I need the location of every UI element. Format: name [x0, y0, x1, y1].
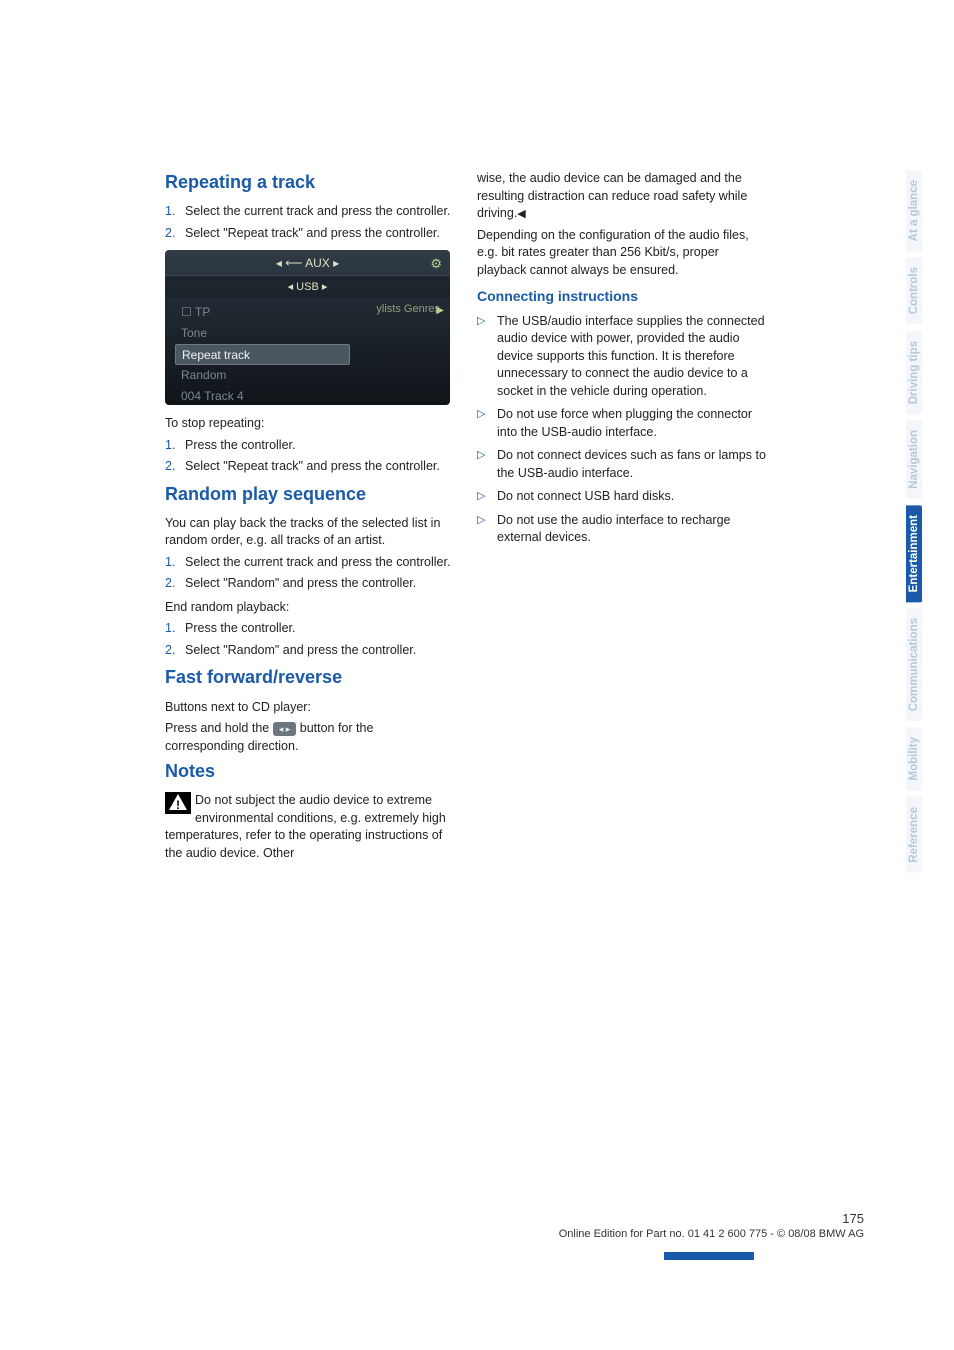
- screenshot-subbar: ◂ USB ▸: [165, 276, 450, 298]
- repeat-steps: 1.Select the current track and press the…: [165, 203, 455, 242]
- list-text: Select "Random" and press the controller…: [185, 642, 455, 660]
- list-num: 2.: [165, 225, 185, 243]
- bullet-text: Do not connect devices such as fans or l…: [497, 447, 767, 482]
- random-end-steps: 1.Press the controller. 2.Select "Random…: [165, 620, 455, 659]
- list-item: Random: [175, 365, 450, 386]
- page-number: 175: [165, 1211, 864, 1226]
- random-steps: 1.Select the current track and press the…: [165, 554, 455, 593]
- random-intro: You can play back the tracks of the sele…: [165, 515, 455, 550]
- random-end-label: End random playback:: [165, 599, 455, 617]
- triangle-icon: ▷: [477, 313, 497, 401]
- list-text: Select "Repeat track" and press the cont…: [185, 225, 455, 243]
- tab-at-a-glance[interactable]: At a glance: [906, 170, 922, 251]
- fast-line2: Press and hold the ◂ ▸ button for the co…: [165, 720, 455, 755]
- fast-line1: Buttons next to CD player:: [165, 699, 455, 717]
- notes-body: Do not subject the audio device to extre…: [165, 792, 455, 862]
- tab-entertainment[interactable]: Entertainment: [906, 505, 922, 602]
- config-note: Depending on the configuration of the au…: [477, 227, 767, 280]
- tab-reference[interactable]: Reference: [906, 797, 922, 873]
- bullet-text: Do not use the audio interface to rechar…: [497, 512, 767, 547]
- heading-connecting: Connecting instructions: [477, 287, 767, 307]
- page-footer: 175 Online Edition for Part no. 01 41 2 …: [165, 1211, 864, 1240]
- list-text: Select "Repeat track" and press the cont…: [185, 458, 455, 476]
- triangle-icon: ▷: [477, 512, 497, 547]
- list-num: 1.: [165, 620, 185, 638]
- screenshot-topbar: ◂ ⟵ AUX ▸: [165, 250, 450, 276]
- end-mark-icon: ◀: [517, 208, 525, 220]
- notes-continued: wise, the audio device can be damaged an…: [477, 170, 767, 223]
- stop-repeating-label: To stop repeating:: [165, 415, 455, 433]
- list-num: 1.: [165, 554, 185, 572]
- list-num: 2.: [165, 642, 185, 660]
- list-text: Press the controller.: [185, 620, 455, 638]
- tab-mobility[interactable]: Mobility: [906, 727, 922, 790]
- list-num: 1.: [165, 203, 185, 221]
- list-text: Select the current track and press the c…: [185, 554, 455, 572]
- idrive-screenshot: ⚙ ◂ ⟵ AUX ▸ ◂ USB ▸ ylists Genres ▶ ☐ TP…: [165, 250, 450, 405]
- warning-icon: [165, 792, 191, 814]
- tab-communications[interactable]: Communications: [906, 608, 922, 721]
- tab-driving-tips[interactable]: Driving tips: [906, 331, 922, 414]
- heading-random: Random play sequence: [165, 482, 455, 507]
- heading-repeating: Repeating a track: [165, 170, 455, 195]
- bullet-text: Do not connect USB hard disks.: [497, 488, 767, 506]
- gear-icon: ⚙: [430, 255, 442, 273]
- list-num: 2.: [165, 458, 185, 476]
- play-icon: ▶: [436, 304, 444, 318]
- connecting-bullets: ▷The USB/audio interface supplies the co…: [477, 313, 767, 547]
- triangle-icon: ▷: [477, 406, 497, 441]
- fast-pre: Press and hold the: [165, 721, 273, 735]
- list-text: Select the current track and press the c…: [185, 203, 455, 221]
- notes-text: Do not subject the audio device to extre…: [165, 793, 446, 860]
- tab-controls[interactable]: Controls: [906, 257, 922, 324]
- heading-fastforward: Fast forward/reverse: [165, 665, 455, 690]
- list-item: Tone: [175, 323, 450, 344]
- bullet-text: Do not use force when plugging the conne…: [497, 406, 767, 441]
- seek-button-icon: ◂ ▸: [273, 722, 297, 736]
- bullet-text: The USB/audio interface supplies the con…: [497, 313, 767, 401]
- triangle-icon: ▷: [477, 447, 497, 482]
- list-num: 1.: [165, 437, 185, 455]
- triangle-icon: ▷: [477, 488, 497, 506]
- screenshot-tabs: ylists Genres: [376, 302, 440, 317]
- side-tabs: At a glance Controls Driving tips Naviga…: [906, 170, 928, 878]
- footer-line: Online Edition for Part no. 01 41 2 600 …: [165, 1228, 864, 1240]
- tab-navigation[interactable]: Navigation: [906, 420, 922, 499]
- list-text: Press the controller.: [185, 437, 455, 455]
- list-text: Select "Random" and press the controller…: [185, 575, 455, 593]
- list-item: 004 Track 4: [175, 386, 450, 405]
- footer-accent-bar: [664, 1252, 754, 1260]
- list-item-selected: Repeat track: [175, 344, 350, 365]
- stop-steps: 1.Press the controller. 2.Select "Repeat…: [165, 437, 455, 476]
- heading-notes: Notes: [165, 759, 455, 784]
- list-num: 2.: [165, 575, 185, 593]
